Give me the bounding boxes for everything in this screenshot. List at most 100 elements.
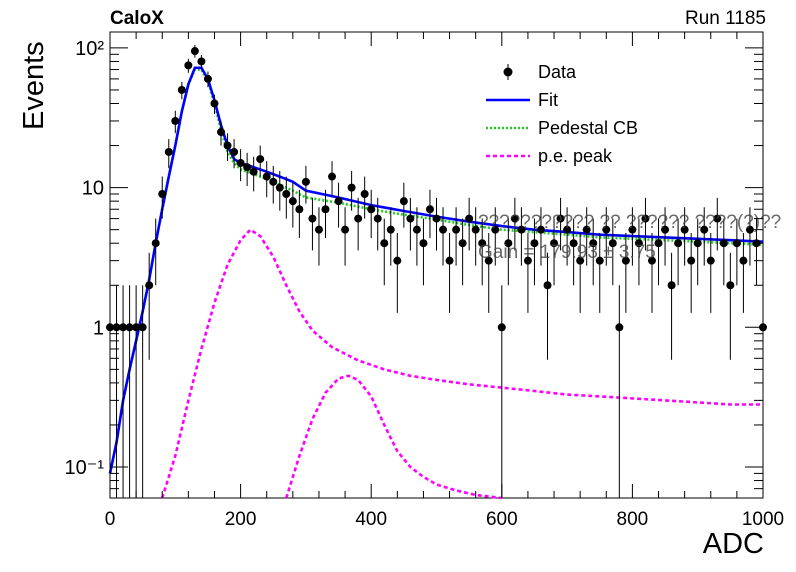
data-point bbox=[713, 197, 722, 251]
series-curve-1 bbox=[108, 68, 764, 474]
data-marker bbox=[328, 172, 337, 181]
data-point bbox=[197, 55, 206, 69]
data-point bbox=[308, 197, 317, 251]
data-marker bbox=[354, 214, 363, 223]
plot-frame bbox=[109, 31, 764, 499]
data-point bbox=[628, 207, 637, 266]
data-marker bbox=[380, 239, 389, 248]
data-marker bbox=[243, 163, 252, 172]
x-axis-label: ADC bbox=[702, 528, 764, 560]
data-marker bbox=[223, 141, 232, 150]
data-point bbox=[654, 218, 663, 286]
data-point bbox=[425, 189, 434, 239]
data-point bbox=[190, 45, 199, 58]
data-marker bbox=[190, 47, 199, 56]
data-point bbox=[536, 207, 545, 266]
data-marker bbox=[367, 205, 376, 214]
data-point bbox=[360, 176, 369, 219]
data-marker bbox=[654, 239, 663, 248]
data-point bbox=[739, 233, 748, 313]
data-marker bbox=[164, 147, 173, 156]
axes-frame bbox=[109, 31, 764, 499]
data-point bbox=[491, 207, 500, 266]
data-point bbox=[243, 152, 252, 187]
data-marker bbox=[334, 197, 343, 206]
y-axis-label: Events bbox=[18, 41, 50, 130]
series-curve-0 bbox=[108, 66, 764, 474]
legend-entry-label: p.e. peak bbox=[538, 146, 613, 166]
data-marker bbox=[145, 281, 154, 290]
run-label: Run 1185 bbox=[685, 8, 766, 29]
data-point bbox=[667, 252, 676, 360]
y-tick-label: 1 bbox=[93, 317, 104, 339]
fit-result-gain: Gain = 179.93 ± 3.75 bbox=[478, 242, 656, 263]
data-marker bbox=[550, 239, 559, 248]
data-point bbox=[171, 110, 180, 134]
data-marker bbox=[641, 214, 650, 223]
data-marker bbox=[230, 147, 239, 156]
data-marker bbox=[269, 177, 278, 186]
data-point bbox=[621, 233, 630, 313]
data-marker bbox=[288, 197, 297, 206]
data-marker bbox=[399, 197, 408, 206]
data-marker bbox=[177, 85, 186, 94]
data-marker bbox=[693, 239, 702, 248]
data-marker bbox=[530, 239, 539, 248]
data-points-layer bbox=[106, 45, 767, 498]
data-point bbox=[230, 139, 239, 169]
data-marker bbox=[386, 225, 395, 234]
data-point bbox=[354, 197, 363, 251]
data-point bbox=[576, 233, 585, 313]
data-marker bbox=[236, 159, 245, 168]
data-point bbox=[432, 197, 441, 251]
data-point bbox=[595, 233, 604, 313]
data-point bbox=[151, 218, 160, 286]
y-tick-label: 10² bbox=[75, 38, 104, 60]
data-marker bbox=[523, 256, 532, 265]
data-marker bbox=[419, 239, 428, 248]
data-point bbox=[543, 252, 552, 360]
data-point bbox=[510, 197, 519, 251]
data-point bbox=[132, 285, 141, 498]
data-point bbox=[484, 233, 493, 313]
data-point bbox=[373, 197, 382, 251]
x-tick-label: 400 bbox=[355, 509, 387, 530]
data-point bbox=[759, 285, 767, 498]
data-point bbox=[615, 285, 624, 498]
data-marker bbox=[158, 190, 167, 199]
data-point bbox=[164, 139, 173, 169]
curves-layer bbox=[108, 66, 764, 500]
data-marker bbox=[595, 256, 604, 265]
data-point bbox=[347, 170, 356, 211]
data-marker bbox=[458, 239, 467, 248]
data-point bbox=[269, 165, 278, 204]
data-point bbox=[275, 170, 284, 211]
x-tick-label: 600 bbox=[486, 509, 518, 530]
data-point bbox=[393, 233, 402, 313]
legend: Data Fit Pedestal CB p.e. peak bbox=[486, 62, 638, 166]
data-marker bbox=[732, 239, 741, 248]
data-point bbox=[517, 207, 526, 266]
data-marker bbox=[373, 214, 382, 223]
data-marker bbox=[680, 225, 689, 234]
x-tick-label: 800 bbox=[617, 509, 649, 530]
data-marker bbox=[687, 256, 696, 265]
data-marker bbox=[249, 167, 258, 176]
data-point bbox=[236, 149, 245, 182]
data-point bbox=[700, 207, 709, 266]
data-marker bbox=[138, 323, 147, 332]
data-marker bbox=[719, 239, 728, 248]
data-marker bbox=[556, 214, 565, 223]
data-marker bbox=[621, 256, 630, 265]
data-marker bbox=[203, 74, 212, 83]
data-marker bbox=[465, 214, 474, 223]
data-marker bbox=[432, 214, 441, 223]
data-marker bbox=[282, 190, 291, 199]
axis-ticks: 0 200 400 600 800 1000 10⁻¹ 1 10 10² bbox=[65, 32, 784, 530]
data-marker bbox=[589, 239, 598, 248]
data-point bbox=[341, 207, 350, 266]
legend-entry-label: Fit bbox=[538, 90, 558, 110]
data-point bbox=[439, 207, 448, 266]
data-marker bbox=[608, 239, 617, 248]
overlay-text-layer: ??????????? ?? ?????? ????(?)?? Gain = 17… bbox=[478, 212, 781, 263]
